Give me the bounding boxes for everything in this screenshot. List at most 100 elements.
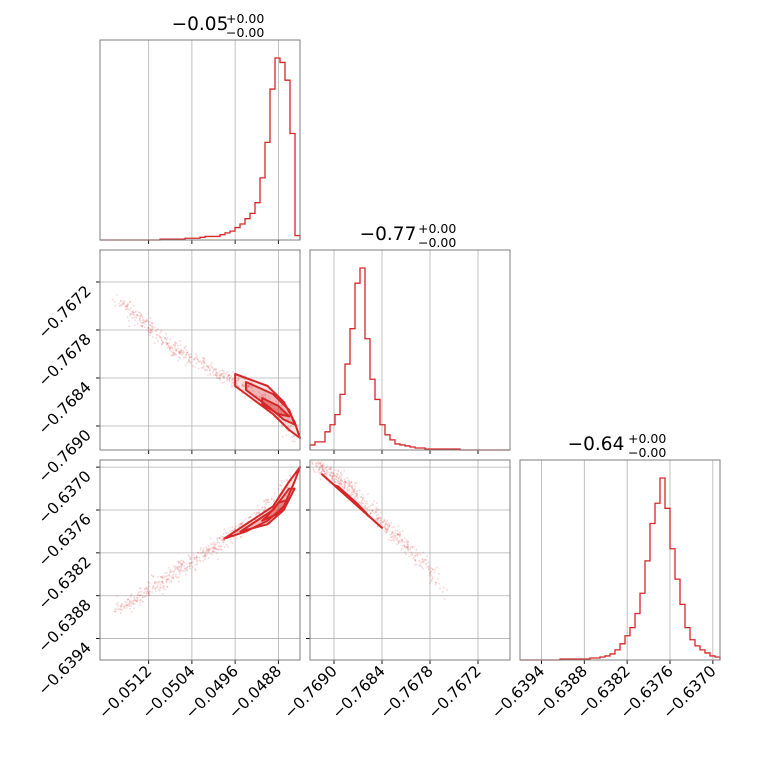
sample-point [379, 522, 382, 525]
sample-point [192, 365, 194, 367]
sample-point [343, 485, 346, 488]
sample-point [326, 465, 329, 468]
sample-point [393, 526, 395, 528]
sample-point [280, 411, 283, 413]
sample-point [265, 501, 267, 504]
sample-point [147, 592, 150, 595]
sample-point [188, 356, 191, 358]
sample-point [388, 526, 390, 529]
sample-point [434, 581, 437, 584]
sample-point [209, 547, 211, 550]
sample-point [443, 598, 446, 600]
sample-point [225, 373, 227, 375]
sample-point [207, 548, 210, 551]
sample-point [212, 547, 215, 549]
sample-point [171, 347, 174, 350]
sample-point [212, 550, 214, 553]
sample-point [368, 506, 370, 508]
sample-point [202, 359, 204, 362]
sample-point [170, 350, 173, 353]
sample-point [165, 333, 167, 336]
sample-point [424, 558, 426, 561]
sample-point [152, 585, 154, 588]
sample-point [179, 562, 182, 565]
sample-point [118, 302, 121, 305]
sample-point [236, 382, 238, 385]
sample-point [320, 467, 322, 469]
sample-point [394, 534, 396, 537]
sample-point [273, 499, 276, 502]
sample-point [176, 567, 179, 569]
sample-point [122, 303, 124, 306]
sample-point [286, 487, 289, 489]
sample-point [219, 374, 222, 377]
sample-point [231, 526, 234, 528]
sample-point [222, 539, 224, 542]
sample-point [340, 477, 343, 479]
sample-point [216, 377, 219, 379]
sample-point [333, 479, 336, 481]
sample-point [362, 506, 364, 509]
sample-point [311, 461, 313, 463]
sample-point [212, 550, 215, 553]
sample-point [147, 327, 150, 329]
sample-point [149, 331, 152, 334]
sample-point [315, 465, 317, 467]
sample-point [143, 588, 146, 591]
sample-point [430, 580, 433, 583]
sample-point [380, 517, 382, 520]
sample-point [293, 440, 296, 443]
sample-point [136, 322, 139, 325]
sample-point [120, 299, 122, 302]
sample-point [171, 574, 174, 577]
sample-point [364, 506, 366, 508]
sample-point [364, 502, 367, 504]
sample-point [337, 477, 340, 479]
sample-point [349, 480, 352, 483]
sample-point [262, 395, 265, 397]
sample-point [353, 496, 356, 499]
title-p2-value: −0.64 [568, 434, 625, 455]
sample-point [414, 560, 417, 562]
sample-point [271, 498, 273, 500]
sample-point [399, 536, 401, 538]
sample-point [221, 369, 223, 372]
sample-point [185, 345, 187, 348]
sample-point [170, 579, 172, 582]
sample-point [147, 581, 150, 583]
sample-point [247, 520, 249, 523]
sample-point [209, 552, 211, 555]
sample-point [413, 546, 415, 548]
sample-point [241, 384, 244, 387]
sample-point [196, 560, 199, 563]
sample-point [176, 560, 179, 563]
sample-point [329, 474, 332, 477]
sample-point [182, 560, 185, 562]
sample-point [425, 562, 427, 565]
sample-point [127, 604, 130, 606]
sample-point [356, 494, 359, 496]
sample-point [229, 380, 231, 383]
sample-point [237, 376, 240, 379]
sample-point [134, 599, 136, 602]
sample-point [291, 412, 294, 415]
sample-point [185, 567, 187, 570]
sample-point [429, 571, 431, 574]
sample-point [283, 480, 286, 482]
sample-point [181, 353, 183, 356]
sample-point [377, 517, 380, 520]
sample-point [241, 383, 243, 386]
sample-point [343, 487, 346, 490]
sample-point [246, 386, 248, 389]
sample-point [222, 370, 225, 372]
sample-point [154, 588, 156, 591]
sample-point [256, 395, 258, 398]
sample-point [207, 374, 209, 377]
sample-point [340, 483, 343, 485]
sample-point [187, 361, 190, 364]
sample-point [154, 587, 157, 589]
sample-point [164, 337, 166, 339]
sample-point [144, 587, 146, 590]
sample-point [287, 416, 289, 419]
sample-point [360, 503, 362, 506]
